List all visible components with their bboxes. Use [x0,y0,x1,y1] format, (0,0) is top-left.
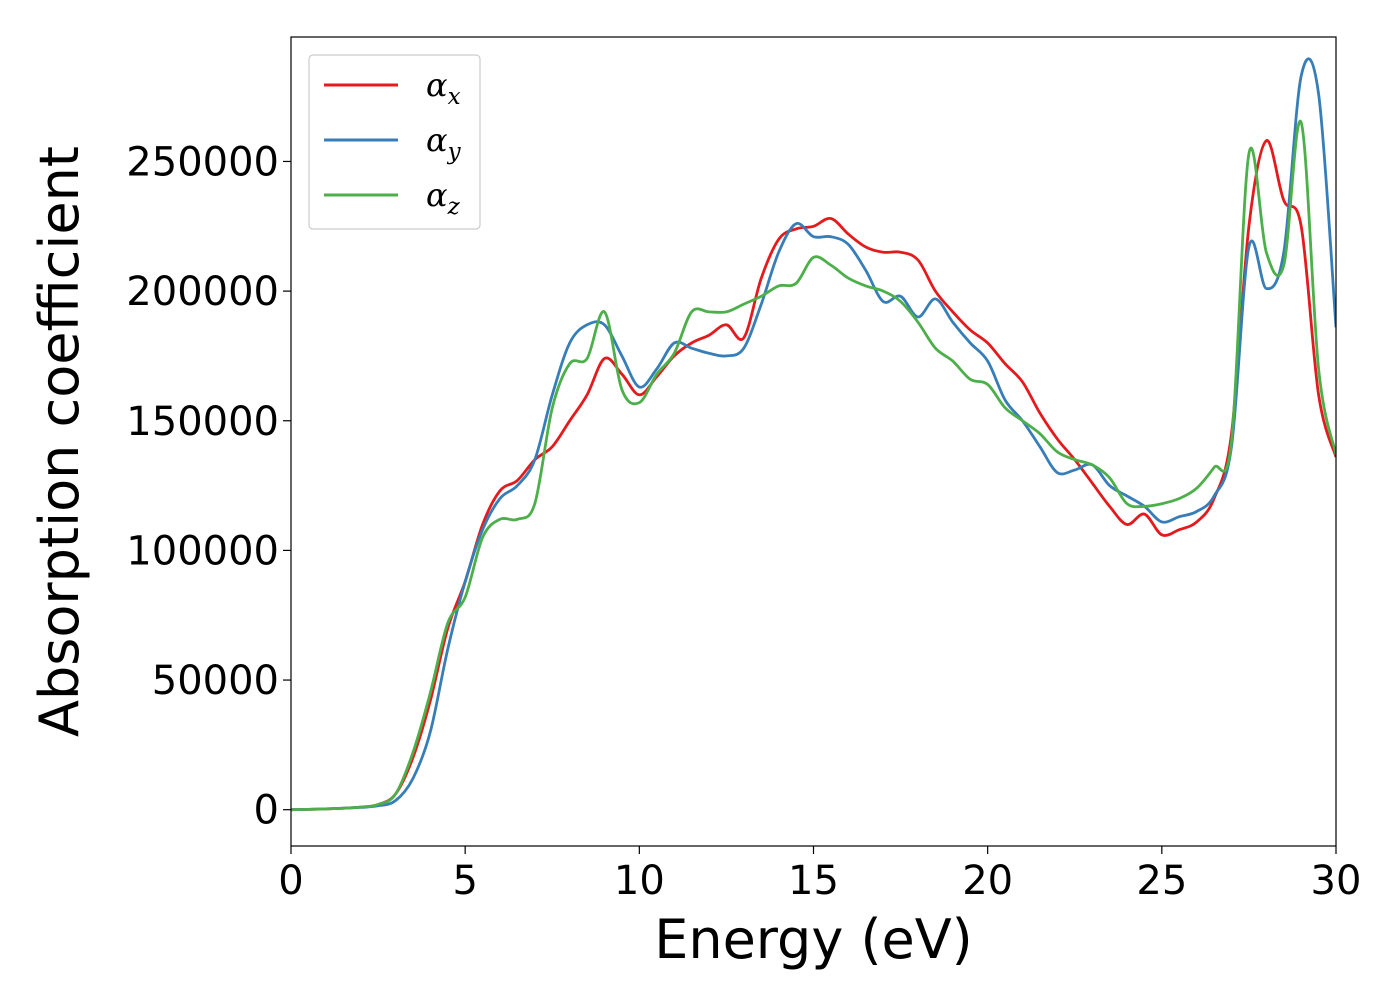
legend-label-y: αy [426,121,462,165]
y-tick-label: 50000 [152,658,279,704]
y-tick-label: 250000 [126,139,279,185]
y-axis-title: Absorption coefficient [28,146,91,737]
x-tick-label: 20 [962,858,1013,904]
x-tick-label: 0 [278,858,303,904]
x-axis: 0 5 10 15 20 25 30 [278,846,1361,904]
series-layer [291,57,1336,812]
x-tick-label: 15 [788,858,839,904]
legend-label-x: αx [426,66,461,110]
legend-label-z: αz [426,176,461,220]
x-axis-title: Energy (eV) [654,908,973,971]
x-tick-label: 30 [1311,858,1362,904]
x-tick-label: 10 [614,858,665,904]
series-line-z [291,119,1336,812]
y-tick-label: 200000 [126,269,279,315]
y-tick-label: 150000 [126,399,279,445]
y-tick-label: 0 [254,788,279,834]
x-tick-label: 5 [452,858,477,904]
series-line-x [291,139,1336,812]
y-axis: 0 50000 100000 150000 200000 250000 [126,139,291,834]
legend-box [308,54,481,230]
y-tick-label: 100000 [126,528,279,574]
legend: αx αy αz [308,54,481,230]
series-line-y [291,57,1336,812]
x-tick-label: 25 [1136,858,1187,904]
